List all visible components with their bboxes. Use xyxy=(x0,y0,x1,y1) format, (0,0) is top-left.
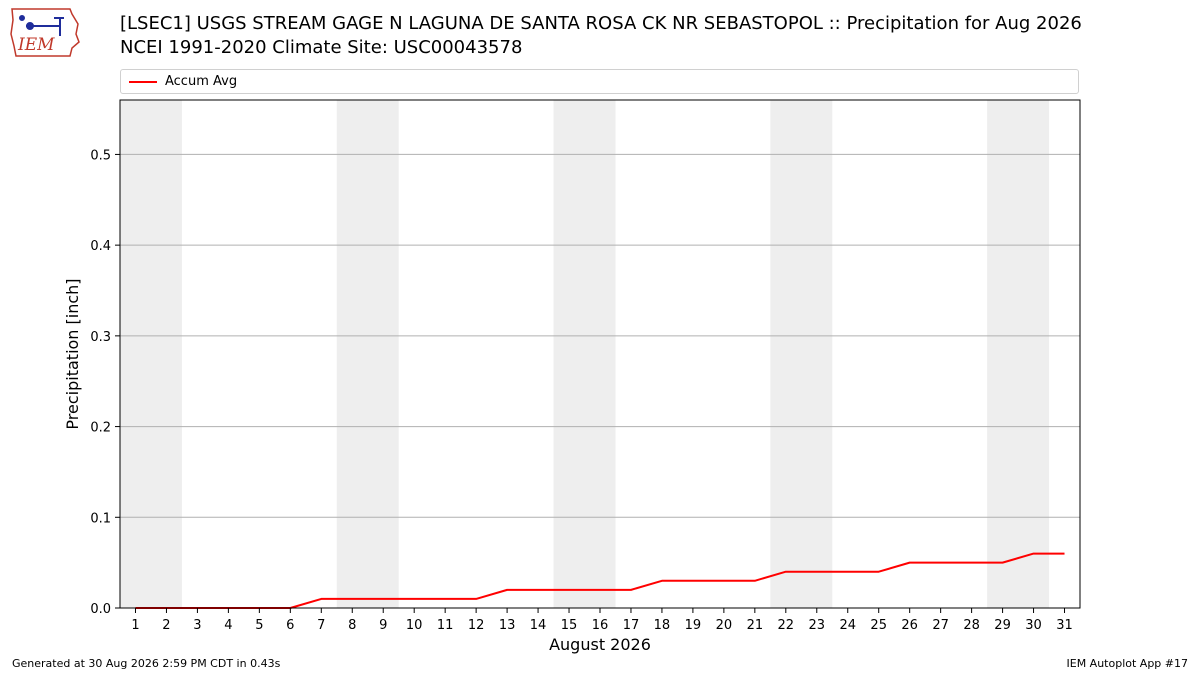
x-tick-label: 15 xyxy=(561,618,578,633)
x-tick-label: 18 xyxy=(654,618,671,633)
weekend-band-5 xyxy=(987,100,1050,608)
legend-swatch-accum-avg xyxy=(129,81,157,83)
x-tick-label: 20 xyxy=(716,618,733,633)
chart-title: [LSEC1] USGS STREAM GAGE N LAGUNA DE SAN… xyxy=(120,13,1082,34)
x-tick-label: 31 xyxy=(1056,618,1073,633)
x-tick-label: 12 xyxy=(468,618,485,633)
weekend-band-3 xyxy=(553,100,616,608)
x-tick-label: 3 xyxy=(193,618,201,633)
x-tick-label: 1 xyxy=(131,618,139,633)
x-tick-label: 25 xyxy=(870,618,887,633)
x-tick-label: 30 xyxy=(1025,618,1042,633)
iem-logo: IEM xyxy=(10,8,80,57)
y-tick-label: 0.4 xyxy=(90,239,111,254)
x-tick-label: 10 xyxy=(406,618,423,633)
x-tick-label: 26 xyxy=(901,618,918,633)
x-tick-label: 8 xyxy=(348,618,356,633)
x-tick-label: 7 xyxy=(317,618,325,633)
x-tick-label: 6 xyxy=(286,618,294,633)
weekend-band-1 xyxy=(120,100,182,608)
x-tick-label: 9 xyxy=(379,618,387,633)
y-tick-label: 0.2 xyxy=(90,421,111,436)
x-tick-label: 5 xyxy=(255,618,263,633)
weekend-band-4 xyxy=(770,100,833,608)
y-tick-label: 0.3 xyxy=(90,330,111,345)
x-tick-label: 16 xyxy=(592,618,609,633)
y-axis-ticks: 0.0 0.1 0.2 0.3 0.4 0.5 xyxy=(90,148,120,617)
footer-app-id: IEM Autoplot App #17 xyxy=(1066,657,1189,670)
x-tick-label: 2 xyxy=(162,618,170,633)
x-tick-label: 4 xyxy=(224,618,232,633)
x-axis-ticks: 1 2 3 4 5 6 7 8 9 10 11 12 13 14 15 16 17 18 19 20 21 22 23 24 2… xyxy=(131,608,1073,633)
x-tick-label: 23 xyxy=(809,618,826,633)
x-tick-label: 29 xyxy=(994,618,1011,633)
footer-generated: Generated at 30 Aug 2026 2:59 PM CDT in … xyxy=(12,657,281,670)
x-tick-label: 24 xyxy=(839,618,856,633)
chart-title-block: [LSEC1] USGS STREAM GAGE N LAGUNA DE SAN… xyxy=(120,12,1082,60)
y-gridlines xyxy=(120,153,1080,518)
chart-subtitle: NCEI 1991-2020 Climate Site: USC00043578 xyxy=(120,37,523,58)
x-tick-label: 11 xyxy=(437,618,454,633)
legend: Accum Avg xyxy=(120,69,1079,94)
weather-station-icon xyxy=(19,15,64,36)
x-tick-label: 14 xyxy=(530,618,547,633)
x-tick-label: 22 xyxy=(778,618,795,633)
y-tick-label: 0.0 xyxy=(90,602,111,617)
y-tick-label: 0.5 xyxy=(90,148,111,163)
x-tick-label: 21 xyxy=(747,618,764,633)
y-tick-label: 0.1 xyxy=(90,511,111,526)
x-tick-label: 27 xyxy=(932,618,949,633)
x-tick-label: 17 xyxy=(623,618,640,633)
legend-label-accum-avg: Accum Avg xyxy=(165,74,238,89)
weekend-bands xyxy=(120,100,1050,608)
x-axis-label: August 2026 xyxy=(549,635,651,654)
x-tick-label: 13 xyxy=(499,618,516,633)
y-axis-label: Precipitation [inch] xyxy=(63,278,82,429)
weekend-band-2 xyxy=(336,100,399,608)
x-tick-label: 28 xyxy=(963,618,980,633)
iowa-outline-icon xyxy=(10,8,80,57)
logo-text: IEM xyxy=(17,35,55,55)
x-tick-label: 19 xyxy=(685,618,702,633)
